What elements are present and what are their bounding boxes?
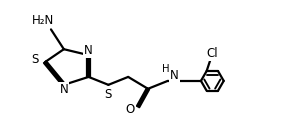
Text: O: O	[125, 103, 135, 116]
Text: Cl: Cl	[207, 47, 218, 60]
Text: S: S	[105, 88, 112, 101]
Text: H: H	[162, 64, 170, 74]
Text: N: N	[170, 69, 179, 82]
Text: N: N	[59, 83, 68, 96]
Text: H₂N: H₂N	[32, 14, 54, 27]
Text: N: N	[84, 44, 93, 57]
Text: S: S	[31, 53, 39, 66]
